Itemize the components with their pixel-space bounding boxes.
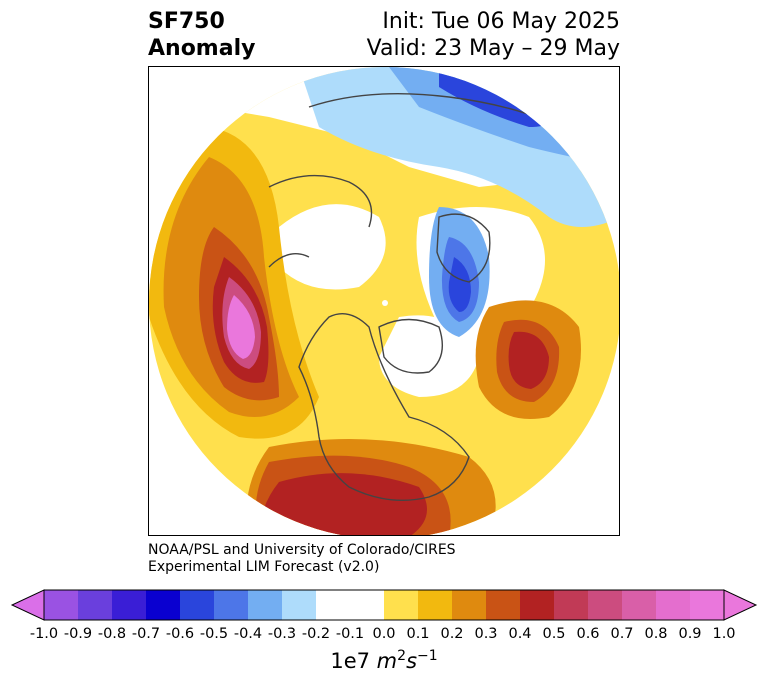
credit-block: NOAA/PSL and University of Colorado/CIRE… bbox=[148, 542, 456, 576]
colorbar-tick-label: -0.2 bbox=[301, 626, 331, 642]
colorbar-swatch bbox=[418, 590, 453, 620]
colorbar-swatch bbox=[248, 590, 283, 620]
colorbar-units: 1e7 m2s−1 bbox=[0, 648, 768, 673]
neutral-region-arctic bbox=[279, 204, 386, 290]
colorbar-tick-label: -1.0 bbox=[29, 626, 59, 642]
colorbar-frame bbox=[43, 589, 725, 621]
units-s: s bbox=[406, 649, 418, 673]
colorbar-tick-label: -0.9 bbox=[63, 626, 93, 642]
colorbar-tick-label: -0.3 bbox=[267, 626, 297, 642]
neutral-region-hudson bbox=[379, 315, 479, 397]
colorbar-swatch bbox=[486, 590, 521, 620]
colorbar-tick-label: -0.1 bbox=[335, 626, 365, 642]
colorbar-tick-label: 0.8 bbox=[644, 626, 668, 642]
colorbar-swatch bbox=[282, 590, 317, 620]
colorbar-tick-label: -0.4 bbox=[233, 626, 263, 642]
map-panel bbox=[148, 66, 620, 536]
colorbar-over-arrow bbox=[723, 589, 758, 621]
forecast-dates: Init: Tue 06 May 2025 Valid: 23 May – 29… bbox=[367, 8, 620, 62]
colorbar-swatch bbox=[214, 590, 249, 620]
colorbar-tick-label: -0.7 bbox=[131, 626, 161, 642]
colorbar-swatch bbox=[384, 590, 419, 620]
colorbar-tick-label: 0.5 bbox=[542, 626, 566, 642]
init-date: Init: Tue 06 May 2025 bbox=[382, 9, 620, 34]
colorbar-swatch bbox=[520, 590, 555, 620]
colorbar-under-arrow bbox=[10, 589, 45, 621]
colorbar-swatch bbox=[622, 590, 657, 620]
valid-range: Valid: 23 May – 29 May bbox=[366, 36, 620, 61]
colorbar-tick-label: -0.6 bbox=[165, 626, 195, 642]
colorbar-swatch bbox=[44, 590, 79, 620]
units-prefix: 1e7 bbox=[330, 649, 377, 673]
colorbar-tick-label: -0.8 bbox=[97, 626, 127, 642]
positive-core-pacific bbox=[227, 295, 255, 359]
colorbar-tick-labels: -1.0 -0.9 -0.8 -0.7 -0.6 -0.5 -0.4 -0.3 -0.2 -0.1… bbox=[0, 626, 768, 646]
credit-line-1: NOAA/PSL and University of Colorado/CIRE… bbox=[148, 542, 456, 558]
colorbar-swatch bbox=[316, 590, 351, 620]
colorbar-tick-label: 0.6 bbox=[576, 626, 600, 642]
positive-core-atlantic bbox=[508, 331, 549, 389]
colorbar-tick-label: 0.1 bbox=[406, 626, 430, 642]
colorbar-swatch bbox=[452, 590, 487, 620]
colorbar-tick-label: -0.5 bbox=[199, 626, 229, 642]
colorbar-tick-label: 0.7 bbox=[610, 626, 634, 642]
colorbar-swatch bbox=[588, 590, 623, 620]
units-m-exponent: 2 bbox=[397, 648, 407, 664]
colorbar bbox=[10, 589, 758, 621]
colorbar-tick-label: 1.0 bbox=[712, 626, 736, 642]
units-s-exponent: −1 bbox=[417, 648, 438, 664]
colorbar-swatch bbox=[554, 590, 589, 620]
colorbar-tick-label: 0.2 bbox=[440, 626, 464, 642]
colorbar-swatch bbox=[112, 590, 147, 620]
colorbar-swatch bbox=[78, 590, 113, 620]
units-m: m bbox=[376, 649, 398, 673]
colorbar-tick-label: 0.4 bbox=[508, 626, 532, 642]
north-pole-marker bbox=[382, 300, 388, 306]
positive-core-us bbox=[259, 473, 427, 535]
colorbar-tick-label: 0.9 bbox=[678, 626, 702, 642]
field-label: Anomaly bbox=[148, 36, 256, 61]
anomaly-map bbox=[149, 67, 619, 535]
colorbar-swatch bbox=[690, 590, 725, 620]
negative-core-scandinavia bbox=[448, 257, 471, 312]
colorbar-swatch bbox=[656, 590, 691, 620]
chart-title: SF750 Anomaly bbox=[148, 8, 255, 62]
colorbar-swatch bbox=[146, 590, 181, 620]
credit-line-2: Experimental LIM Forecast (v2.0) bbox=[148, 559, 380, 575]
variable-label: SF750 bbox=[148, 9, 225, 34]
colorbar-tick-label: 0.3 bbox=[474, 626, 498, 642]
colorbar-swatch bbox=[350, 590, 385, 620]
colorbar-tick-label: 0.0 bbox=[372, 626, 396, 642]
colorbar-swatch bbox=[180, 590, 215, 620]
